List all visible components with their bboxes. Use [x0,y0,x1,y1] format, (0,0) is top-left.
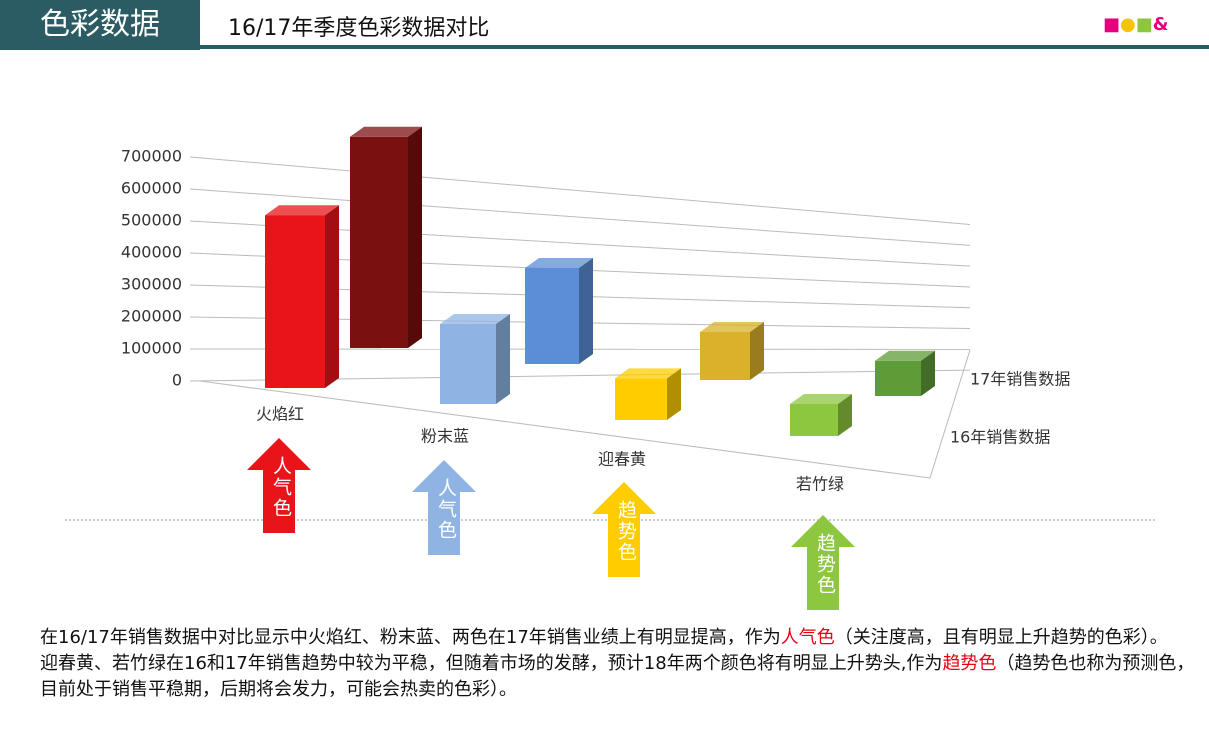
bar-top [265,205,339,216]
bar [790,404,838,436]
y-tick-label: 500000 [121,211,182,230]
note-highlight: 趋势色 [942,653,997,674]
logo: ■●■& [1103,14,1169,35]
bar-top [615,368,681,379]
note-text: 在16/17年销售数据中对比显示中火焰红、粉末蓝、两色在17年销售业绩上有明显提… [40,627,781,648]
note-text: 迎春黄、若竹绿在16和17年销售趋势中较为平稳，但随着市场的发酵，预计18年两个… [40,653,943,674]
bar-side [667,368,681,420]
arrow [791,515,855,610]
grid-line [189,156,971,226]
x-tick-label: 迎春黄 [598,450,646,469]
bar-side [579,258,593,364]
bar-side [750,322,764,380]
bar [525,268,579,364]
arrow-label: 趋势色 [814,533,836,596]
note-text: （趋势色也称为预测色，目前处于销售平稳期，后期将会发力，可能会热卖的色彩）。 [40,653,1195,700]
slide-title: 16/17年季度色彩数据对比 [228,16,490,41]
bar [350,136,408,348]
bar [875,360,921,396]
bar-side [838,394,852,436]
bar [265,215,325,388]
y-tick-label: 600000 [121,179,182,198]
floor-edge [929,349,971,479]
y-tick-label: 400000 [121,243,182,262]
x-tick-label: 火焰红 [256,405,304,424]
bar-top [700,322,764,332]
arrow [592,482,656,577]
arrow-label: 人气色 [270,456,292,519]
arrow [247,438,311,533]
note-text: （关注度高，且有明显上升趋势的色彩）。 [834,627,1168,648]
arrow-label: 人气色 [435,478,457,541]
bar [615,378,667,420]
bar-top [525,258,593,268]
bar-top [440,314,510,324]
bar-side [325,205,339,388]
y-tick-label: 0 [172,371,182,390]
x-tick-label: 若竹绿 [796,475,844,494]
section-title: 色彩数据 [0,0,200,50]
bar-side [921,350,935,396]
bar-side [496,314,510,404]
bar-side [408,126,422,348]
y-tick-label: 700000 [121,147,182,166]
note-highlight: 人气色 [780,627,835,648]
bar-top [875,350,935,361]
bar [440,324,496,404]
header-rule [200,45,1209,49]
x-tick-label: 粉末蓝 [421,427,469,446]
y-tick-label: 200000 [121,307,182,326]
bar-top [350,126,422,137]
y-tick-label: 100000 [121,339,182,358]
legend-label: 17年销售数据 [970,370,1070,389]
bar-top [790,394,852,404]
bar [700,332,750,380]
notes: 在16/17年销售数据中对比显示中火焰红、粉末蓝、两色在17年销售业绩上有明显提… [40,625,1200,703]
y-tick-label: 300000 [121,275,182,294]
legend-label: 16年销售数据 [950,428,1050,447]
grid-line [189,188,971,246]
chart: 0 100000 200000 300000 400000 500000 600000 700… [65,126,1155,610]
arrow [412,460,476,555]
logo-text: & [1152,14,1169,35]
floor-edge [199,380,931,479]
arrow-label: 趋势色 [615,500,637,563]
